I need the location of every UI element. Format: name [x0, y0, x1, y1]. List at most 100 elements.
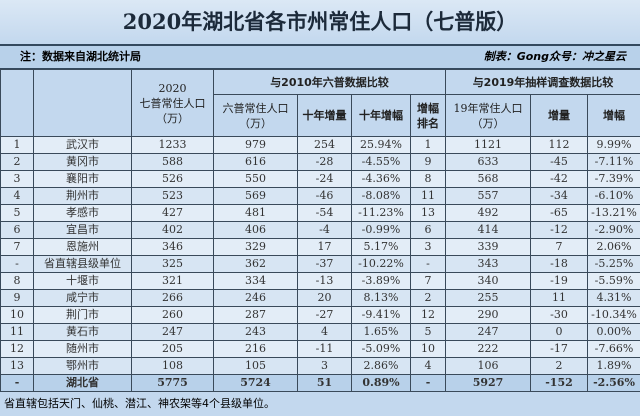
table-cell: 616 [214, 154, 298, 171]
table-cell: 1 [411, 137, 446, 154]
table-cell: -45 [531, 154, 588, 171]
table-cell: -34 [531, 188, 588, 205]
header-2010-pop: 六普常住人口（万） [214, 95, 298, 137]
table-cell: 568 [446, 171, 531, 188]
table-cell: 1.89% [588, 358, 640, 375]
table-cell: 5775 [132, 375, 214, 392]
table-cell: 108 [132, 358, 214, 375]
table-cell: 7 [531, 239, 588, 256]
table-cell: 550 [214, 171, 298, 188]
table-cell: 咸宁市 [34, 290, 132, 307]
table-cell: -46 [298, 188, 352, 205]
page-title: 2020年湖北省各市州常住人口（七普版） [0, 0, 640, 46]
table-cell: 1.65% [352, 324, 411, 341]
table-cell: -12 [531, 222, 588, 239]
table-cell: 4 [1, 188, 34, 205]
table-cell: 湖北省 [34, 375, 132, 392]
table-cell: 宜昌市 [34, 222, 132, 239]
table-cell: 5724 [214, 375, 298, 392]
table-cell: 481 [214, 205, 298, 222]
table-cell: 5 [1, 205, 34, 222]
table-cell: 51 [298, 375, 352, 392]
table-cell: 1233 [132, 137, 214, 154]
table-cell: -37 [298, 256, 352, 273]
table-cell: 省直辖县级单位 [34, 256, 132, 273]
table-cell: 12 [1, 341, 34, 358]
author-note: 制表：Gong众号：冲之星云 [484, 46, 626, 68]
table-cell: 4 [298, 324, 352, 341]
table-cell: 254 [298, 137, 352, 154]
table-cell: -13.21% [588, 205, 640, 222]
table-cell: 25.94% [352, 137, 411, 154]
table-cell: 荆州市 [34, 188, 132, 205]
table-cell: -8.08% [352, 188, 411, 205]
table-cell: 3 [1, 171, 34, 188]
table-cell: 287 [214, 307, 298, 324]
table-cell: 362 [214, 256, 298, 273]
table-cell: 492 [446, 205, 531, 222]
table-cell: 260 [132, 307, 214, 324]
table-cell: -17 [531, 341, 588, 358]
header-rate19: 增幅 [588, 95, 640, 137]
table-cell: 633 [446, 154, 531, 171]
header-inc19: 增量 [531, 95, 588, 137]
note-bar: 注：数据来自湖北统计局 制表：Gong众号：冲之星云 [0, 46, 640, 69]
table-cell: 6 [411, 222, 446, 239]
table-cell: -7.11% [588, 154, 640, 171]
table-cell: 襄阳市 [34, 171, 132, 188]
table-cell: 325 [132, 256, 214, 273]
table-cell: 十堰市 [34, 273, 132, 290]
header-group-2019: 与2019年抽样调查数据比较 [446, 70, 640, 95]
table-cell: -13 [298, 273, 352, 290]
table-cell: 427 [132, 205, 214, 222]
table-cell: 255 [446, 290, 531, 307]
table-cell: -19 [531, 273, 588, 290]
table-cell: -4.36% [352, 171, 411, 188]
table-cell: 222 [446, 341, 531, 358]
table-cell: 7 [411, 273, 446, 290]
table-cell: -2.56% [588, 375, 640, 392]
table-cell: -18 [531, 256, 588, 273]
table-cell: -6.10% [588, 188, 640, 205]
table-cell: 321 [132, 273, 214, 290]
table-cell: 13 [1, 358, 34, 375]
table-cell: -42 [531, 171, 588, 188]
table-cell: -11 [298, 341, 352, 358]
table-cell: 112 [531, 137, 588, 154]
table-cell: 11 [531, 290, 588, 307]
table-cell: -7.39% [588, 171, 640, 188]
table-cell: 2 [531, 358, 588, 375]
table-cell: 588 [132, 154, 214, 171]
table-cell: -65 [531, 205, 588, 222]
header-2019-pop: 19年常住人口（万） [446, 95, 531, 137]
table-cell: 8.13% [352, 290, 411, 307]
table-cell: 339 [446, 239, 531, 256]
table-cell: 20 [298, 290, 352, 307]
table-cell: 4.31% [588, 290, 640, 307]
table-cell: -10.34% [588, 307, 640, 324]
table-cell: -10.22% [352, 256, 411, 273]
table-cell: 7 [1, 239, 34, 256]
table-cell: - [411, 375, 446, 392]
table-cell: 3 [411, 239, 446, 256]
table-cell: 黄冈市 [34, 154, 132, 171]
table-cell: -3.89% [352, 273, 411, 290]
table-cell: 随州市 [34, 341, 132, 358]
header-rate10: 十年增幅 [352, 95, 411, 137]
table-cell: 4 [411, 358, 446, 375]
table-cell: 荆门市 [34, 307, 132, 324]
table-cell: 343 [446, 256, 531, 273]
table-cell: 9.99% [588, 137, 640, 154]
table-cell: - [1, 375, 34, 392]
table-cell: 526 [132, 171, 214, 188]
table-cell: 1 [1, 137, 34, 154]
table-cell: 10 [1, 307, 34, 324]
table-cell: -28 [298, 154, 352, 171]
